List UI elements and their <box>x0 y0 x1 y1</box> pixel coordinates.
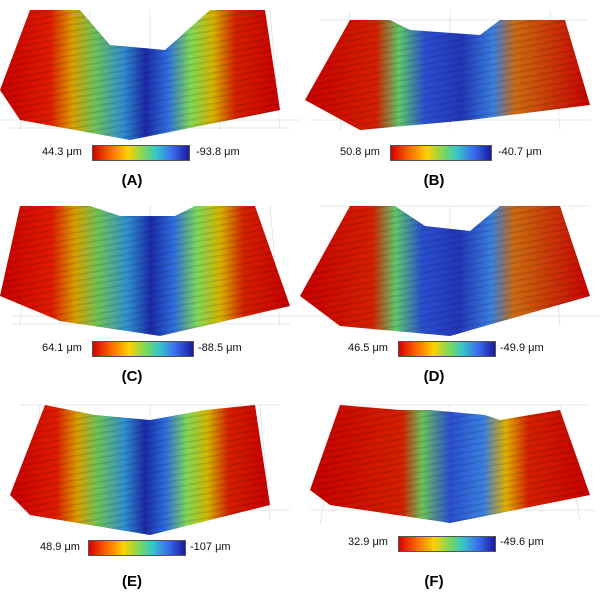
panel-d: 46.5 μm -49.9 μm (D) <box>300 196 600 396</box>
legend-max-value: -88.5 μm <box>198 342 242 354</box>
panel-caption: (F) <box>424 573 444 590</box>
legend-min-value: 46.5 μm <box>348 342 388 354</box>
legend-min-value: 44.3 μm <box>42 146 82 158</box>
surface-plot-f <box>310 404 595 526</box>
panel-caption: (C) <box>121 368 143 385</box>
legend-max-value: -93.8 μm <box>196 146 240 158</box>
panel-b: 50.8 μm -40.7 μm (B) <box>300 0 600 200</box>
surface-plot-c <box>0 203 300 336</box>
legend-min-value: 64.1 μm <box>42 342 82 354</box>
colorbar <box>92 145 190 161</box>
legend-max-value: -49.9 μm <box>500 342 544 354</box>
panel-caption: (A) <box>121 172 143 189</box>
legend-max-value: -107 μm <box>190 541 231 553</box>
legend-b: 50.8 μm -40.7 μm <box>340 145 590 161</box>
surface-plot-b <box>305 9 590 131</box>
colorbar <box>88 540 186 556</box>
legend-f: 32.9 μm -49.6 μm <box>348 536 598 556</box>
colorbar <box>398 341 496 357</box>
colorbar <box>390 145 492 161</box>
panel-caption: (E) <box>122 573 142 590</box>
panel-caption: (D) <box>423 368 445 385</box>
legend-min-value: 48.9 μm <box>40 541 80 553</box>
panel-c: 64.1 μm -88.5 μm (C) <box>0 196 300 396</box>
panel-a: 44.3 μm -93.8 μm (A) <box>0 0 300 200</box>
surface-plot-a <box>0 9 300 140</box>
legend-d: 46.5 μm -49.9 μm <box>348 341 598 357</box>
legend-c: 64.1 μm -88.5 μm <box>42 341 262 357</box>
surface-plot-d <box>300 205 600 336</box>
surface-plot-e <box>10 404 290 535</box>
colorbar <box>92 341 194 357</box>
legend-e: 48.9 μm -107 μm <box>40 540 260 556</box>
legend-a: 44.3 μm -93.8 μm <box>42 145 252 161</box>
colorbar <box>398 536 496 552</box>
legend-max-value: -49.6 μm <box>500 536 544 548</box>
panel-f: 32.9 μm -49.6 μm (F) <box>300 395 600 595</box>
panel-e: 48.9 μm -107 μm (E) <box>0 395 300 595</box>
legend-max-value: -40.7 μm <box>498 146 542 158</box>
legend-min-value: 32.9 μm <box>348 536 388 548</box>
legend-min-value: 50.8 μm <box>340 146 380 158</box>
panel-caption: (B) <box>423 172 445 189</box>
